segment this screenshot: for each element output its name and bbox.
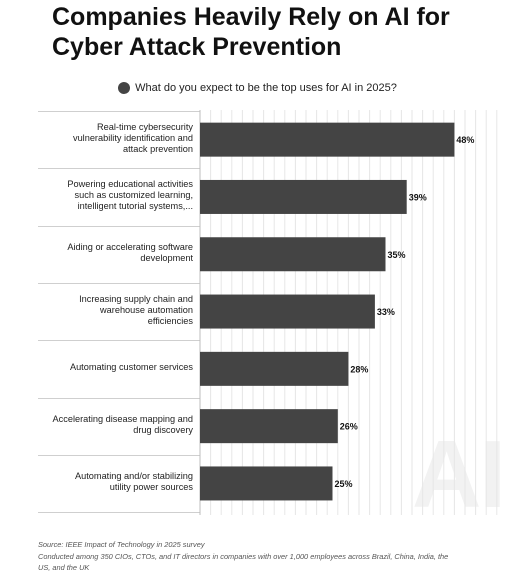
legend: What do you expect to be the top uses fo… [0, 80, 515, 96]
category-label-line: attack prevention [123, 144, 193, 155]
data-label: 25% [335, 479, 353, 489]
legend-label: What do you expect to be the top uses fo… [135, 82, 397, 94]
category-label-line: Increasing supply chain and [79, 294, 193, 305]
category-label-line: development [140, 253, 193, 264]
category-label-line: Automating and/or stabilizing [75, 471, 193, 482]
category-label-line: Accelerating disease mapping and [52, 414, 193, 425]
data-label: 26% [340, 422, 358, 432]
bar [200, 409, 338, 444]
category-label-line: intelligent tutorial systems,... [77, 201, 193, 212]
footnote-note-line2: US, and the UK [38, 563, 90, 572]
category-label: Powering educational activities such as c… [38, 168, 193, 223]
bar [200, 237, 386, 272]
data-label: 48% [456, 135, 474, 145]
data-label: 35% [388, 250, 406, 260]
footnote-source: Source: IEEE Impact of Technology in 202… [38, 540, 205, 549]
legend-swatch [118, 82, 131, 94]
category-label-line: Powering educational activities [67, 179, 193, 190]
chart-title: Companies Heavily Rely on AI for Cyber A… [52, 3, 450, 61]
bar [200, 294, 375, 329]
bar [200, 351, 349, 386]
category-label: Accelerating disease mapping and drug dis… [38, 398, 193, 453]
data-label: 28% [350, 364, 368, 374]
watermark-logo: AI [412, 421, 506, 528]
data-label: 39% [409, 192, 427, 202]
bar [200, 122, 455, 157]
data-label: 33% [377, 307, 395, 317]
bar [200, 466, 333, 501]
category-label-line: drug discovery [133, 425, 193, 436]
category-label-line: utility power sources [109, 482, 193, 493]
category-label-line: efficiencies [147, 316, 193, 327]
category-label-line: such as customized learning, [74, 190, 193, 201]
category-label: Real-time cybersecurity vulnerability ide… [38, 111, 193, 166]
category-label-line: vulnerability identification and [72, 133, 193, 144]
category-label: Increasing supply chain and warehouse aut… [38, 283, 193, 338]
category-label-line: Automating customer services [69, 362, 193, 373]
category-label-line: Real-time cybersecurity [97, 122, 193, 133]
category-label-line: warehouse automation [100, 305, 193, 316]
category-label: Automating customer services [38, 340, 193, 395]
bar [200, 179, 407, 214]
category-label: Aiding or accelerating software developme… [38, 226, 193, 281]
category-label: Automating and/or stabilizing utility pow… [38, 455, 193, 510]
category-label-line: Aiding or accelerating software [67, 242, 193, 253]
footnote-note-line1: Conducted among 350 CIOs, CTOs, and IT d… [38, 552, 449, 561]
